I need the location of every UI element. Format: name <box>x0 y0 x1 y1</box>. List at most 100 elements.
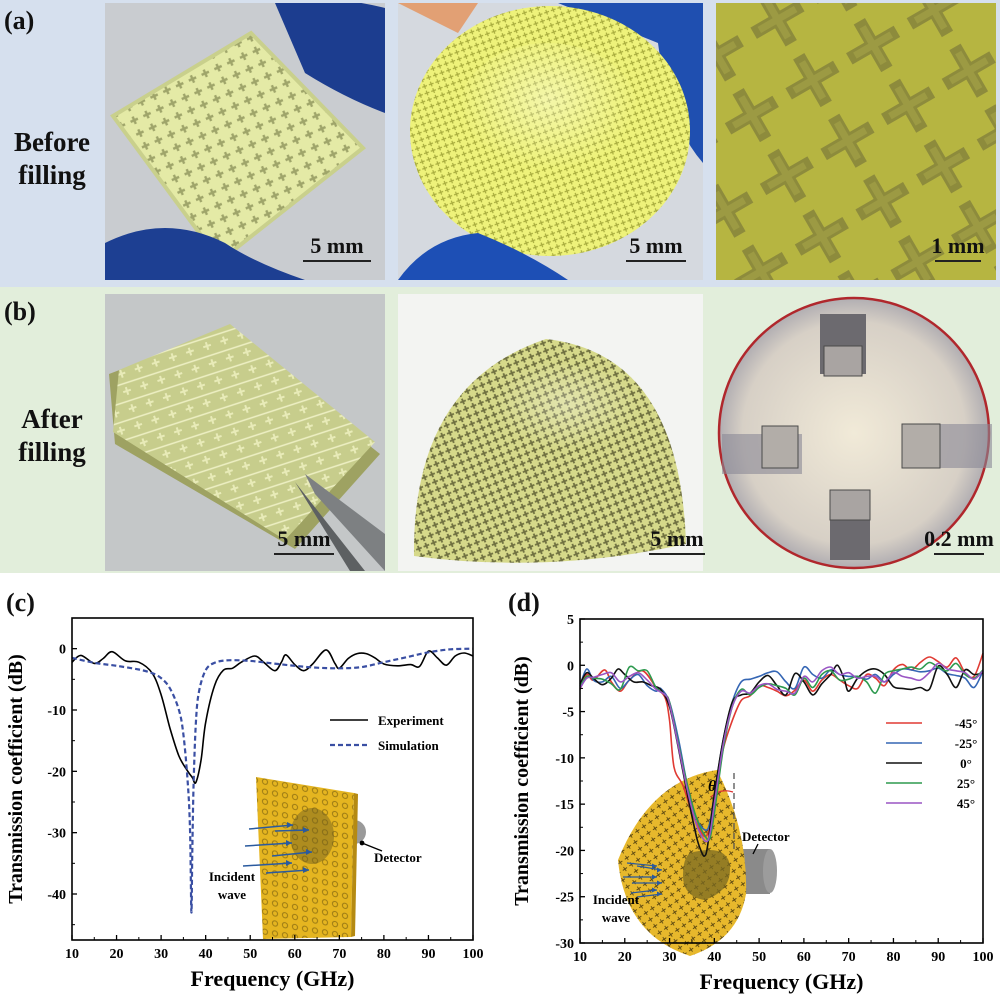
photo-dome-after <box>398 294 703 571</box>
flat-sample-before-image <box>105 3 385 280</box>
photo-dome-before <box>398 3 703 280</box>
series-line-simulation <box>71 647 474 914</box>
inset-label-detector: Detector <box>742 829 790 844</box>
arrow-head <box>652 874 657 880</box>
legend-label: Simulation <box>378 738 439 753</box>
arrow-head <box>303 827 309 833</box>
theta-arc <box>710 790 734 798</box>
scale-bar-a1: 5 mm <box>292 233 382 262</box>
panel-a-row-label: Before filling <box>2 126 102 192</box>
incident-wave-arrow <box>265 869 310 874</box>
legend-label: 25° <box>957 776 975 791</box>
dome-after-image <box>413 339 686 563</box>
row-label-line-1: Before <box>14 127 90 157</box>
scale-bar-a2-label: 5 mm <box>629 233 683 258</box>
series-line-experiment <box>71 649 474 784</box>
row-label-line-2: filling <box>18 437 86 467</box>
microscope-after-image <box>717 296 992 570</box>
x-tick-label: 100 <box>463 947 484 962</box>
photo-flat-sample-before <box>105 3 385 280</box>
photo-microscope-before <box>716 3 996 280</box>
panel-b-row-label: After filling <box>2 403 102 469</box>
dome-before-image <box>398 3 703 280</box>
inset-flat-sample: Incident wave Detector <box>209 777 422 939</box>
panel-b-label: (b) <box>4 297 36 326</box>
x-tick-label: 100 <box>973 950 994 965</box>
inset-slab-front <box>256 777 354 939</box>
incident-wave-arrow <box>242 862 293 867</box>
x-tick-label: 40 <box>707 950 721 965</box>
inset-label-incident: Incident <box>593 892 640 907</box>
x-tick-label: 30 <box>154 947 168 962</box>
series-line-25 <box>579 665 984 832</box>
inset-label-detector: Detector <box>374 850 422 865</box>
scale-bar-b2-label: 5 mm <box>650 526 704 551</box>
arrow-head <box>303 867 309 873</box>
arrow-head <box>287 822 293 828</box>
photo-flat-sample-after <box>105 294 385 571</box>
row-label-line-1: After <box>21 404 83 434</box>
y-tick-label: 0 <box>567 659 574 674</box>
x-tick-label: 90 <box>931 950 945 965</box>
y-tick-label: 0 <box>59 643 66 658</box>
x-tick-label: 20 <box>110 947 124 962</box>
y-tick-label: -30 <box>47 827 66 842</box>
y-tick-label: -15 <box>555 798 574 813</box>
scale-bar-b2: 5 mm <box>637 526 717 555</box>
incident-wave-arrow <box>248 824 294 830</box>
x-tick-label: 90 <box>421 947 435 962</box>
y-tick-label: -5 <box>562 706 574 721</box>
y-tick-label: 5 <box>567 613 574 628</box>
legend-label: 45° <box>957 796 975 811</box>
scale-bar-b1-label: 5 mm <box>277 526 331 551</box>
detector-pointer-dot <box>359 840 365 846</box>
scale-bar-b3: 0.2 mm <box>918 526 1000 555</box>
legend-label: Experiment <box>378 713 444 728</box>
arrow-head <box>286 860 292 866</box>
flat-sample-after-image <box>109 324 385 571</box>
hemisphere-cutout <box>683 850 731 900</box>
y-tick-label: -25 <box>555 891 574 906</box>
x-tick-label: 60 <box>288 947 302 962</box>
photo-microscope-after <box>712 294 997 571</box>
inset-shadow <box>290 808 334 864</box>
scale-bar-b1: 5 mm <box>264 526 344 555</box>
panel-a-label: (a) <box>4 6 35 35</box>
panel-c-label: (c) <box>6 588 35 617</box>
panel-d-label: (d) <box>508 588 540 617</box>
series-line-0 <box>579 664 984 857</box>
arrow-head <box>652 887 657 893</box>
x-tick-label: 60 <box>797 950 811 965</box>
y-tick-label: -20 <box>555 844 574 859</box>
y-axis-label: Transmission coefficient (dB) <box>5 654 27 904</box>
scale-bar-a3: 1 mm <box>916 233 1000 262</box>
x-axis-label: Frequency (GHz) <box>700 969 864 994</box>
y-tick-label: -20 <box>47 765 66 780</box>
arrow-head <box>657 891 662 897</box>
x-tick-label: 70 <box>842 950 856 965</box>
incident-wave-arrow <box>271 851 313 857</box>
arrow-head <box>657 867 662 873</box>
row-label-line-2: filling <box>18 160 86 190</box>
inset-label-wave: wave <box>218 887 246 902</box>
microscope-before-image <box>716 3 996 280</box>
x-tick-label: 50 <box>243 947 257 962</box>
inset-label-incident: Incident <box>209 869 256 884</box>
scale-bar-b3-label: 0.2 mm <box>924 526 994 551</box>
x-tick-label: 40 <box>199 947 213 962</box>
y-tick-label: -40 <box>47 888 66 903</box>
x-tick-label: 10 <box>65 947 79 962</box>
inset-label-wave: wave <box>602 910 630 925</box>
scale-bar-a3-label: 1 mm <box>931 233 985 258</box>
scale-bar-a2: 5 mm <box>612 233 700 262</box>
y-axis-label: Transmission coefficient (dB) <box>511 656 533 906</box>
x-tick-label: 20 <box>618 950 632 965</box>
arrow-head <box>306 849 312 855</box>
inset-label-theta: θ <box>708 778 717 795</box>
x-axis-label: Frequency (GHz) <box>191 966 355 991</box>
arrow-head <box>657 880 662 886</box>
legend-label: -45° <box>955 716 978 731</box>
x-tick-label: 30 <box>663 950 677 965</box>
incident-wave-arrow <box>244 842 293 847</box>
